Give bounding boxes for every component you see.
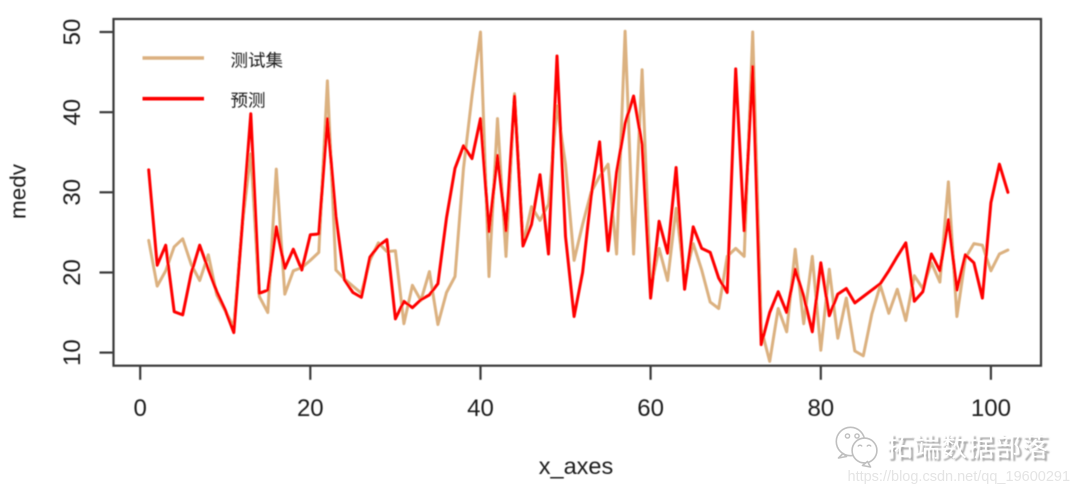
svg-text:40: 40 (59, 99, 86, 126)
svg-text:x_axes: x_axes (539, 453, 613, 479)
svg-text:medv: medv (6, 163, 31, 219)
svg-text:30: 30 (59, 179, 86, 206)
svg-text:20: 20 (59, 259, 86, 286)
svg-text:20: 20 (297, 395, 324, 422)
svg-text:0: 0 (134, 395, 147, 422)
svg-text:60: 60 (637, 395, 664, 422)
svg-text:https://blog.csdn.net/qq_19600: https://blog.csdn.net/qq_19600291 (848, 469, 1071, 485)
svg-text:80: 80 (807, 395, 834, 422)
svg-text:100: 100 (971, 395, 1011, 422)
svg-text:50: 50 (59, 19, 86, 46)
svg-text:10: 10 (59, 339, 86, 366)
svg-text:40: 40 (467, 395, 494, 422)
